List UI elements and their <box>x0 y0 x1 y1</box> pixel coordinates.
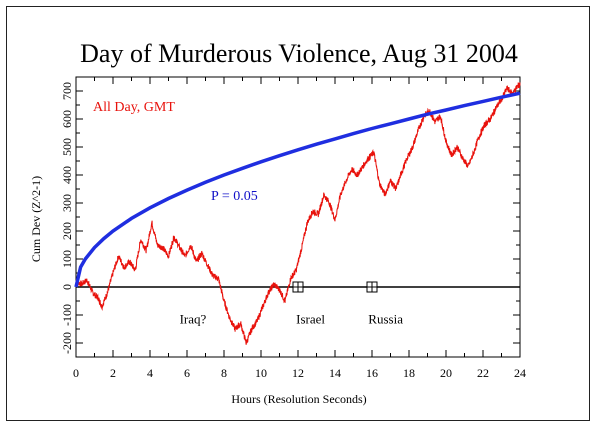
y-tick-label: 600 <box>60 110 74 128</box>
x-tick-label: 8 <box>221 366 227 380</box>
x-tick-label: 18 <box>403 366 415 380</box>
event-label-russia: Russia <box>368 311 403 326</box>
y-tick-label: 100 <box>60 250 74 268</box>
y-tick-label: 700 <box>60 82 74 100</box>
chart-frame: Day of Murderous Violence, Aug 31 2004 0… <box>6 6 590 421</box>
event-markers <box>292 281 378 293</box>
axis-tick-labels: 0 2 4 6 8 10 12 14 16 18 20 22 24-200-10001002003004… <box>60 82 526 380</box>
event-label-iraq: Iraq? <box>180 311 207 326</box>
x-axis-label: Hours (Resolution Seconds) <box>231 392 366 406</box>
x-tick-label: 22 <box>477 366 489 380</box>
x-tick-label: 2 <box>110 366 116 380</box>
x-tick-label: 24 <box>514 366 526 380</box>
x-tick-label: 6 <box>184 366 190 380</box>
axis-ticks <box>75 76 521 358</box>
x-tick-label: 0 <box>73 366 79 380</box>
x-tick-label: 4 <box>147 366 153 380</box>
x-tick-label: 12 <box>292 366 304 380</box>
subtitle-label: All Day, GMT <box>93 100 175 115</box>
significance-curve <box>74 91 521 288</box>
x-tick-label: 20 <box>440 366 452 380</box>
y-tick-label: 0 <box>60 284 74 290</box>
chart-title: Day of Murderous Violence, Aug 31 2004 <box>80 39 518 68</box>
y-tick-label: -200 <box>60 332 74 354</box>
cumdev-series-line <box>75 82 521 345</box>
x-tick-label: 14 <box>329 366 341 380</box>
event-marker <box>292 281 304 293</box>
y-tick-label: 200 <box>60 222 74 240</box>
series-layer <box>74 82 521 345</box>
y-tick-label: -100 <box>60 304 74 326</box>
x-tick-label: 16 <box>366 366 378 380</box>
event-label-israel: Israel <box>296 311 325 326</box>
significance-label: P = 0.05 <box>211 189 258 204</box>
y-tick-label: 500 <box>60 138 74 156</box>
y-tick-label: 400 <box>60 166 74 184</box>
x-tick-label: 10 <box>255 366 267 380</box>
chart-canvas: Day of Murderous Violence, Aug 31 2004 0… <box>29 39 526 406</box>
y-tick-label: 300 <box>60 194 74 212</box>
event-marker <box>366 281 378 293</box>
y-axis-label: Cum Dev (Z^2-1) <box>29 176 43 262</box>
